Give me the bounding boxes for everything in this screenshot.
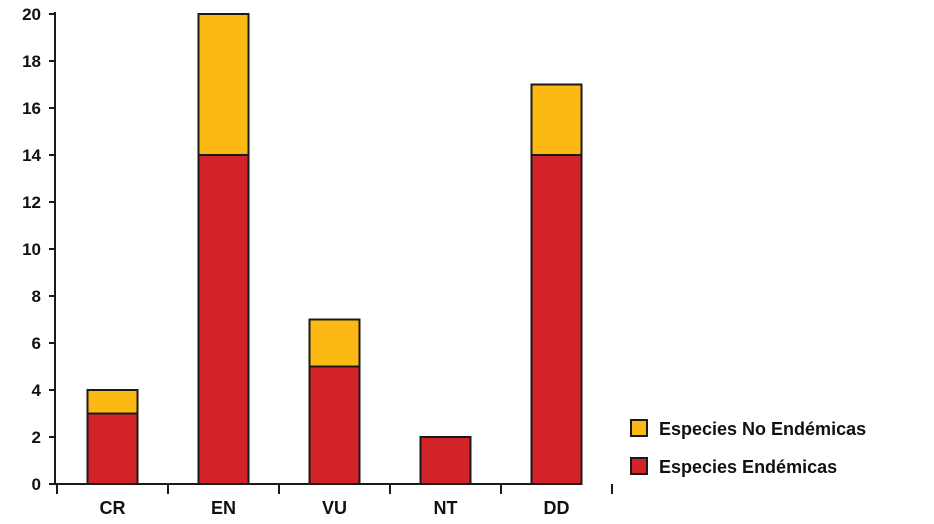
y-tick-label: 0 <box>32 475 41 494</box>
y-tick-label: 18 <box>22 52 41 71</box>
legend: Especies No Endémicas Especies Endémicas <box>630 419 866 477</box>
x-tick-label: NT <box>434 498 458 518</box>
y-tick-label: 20 <box>22 5 41 24</box>
x-tick-label: DD <box>544 498 570 518</box>
x-tick-label: EN <box>211 498 236 518</box>
bar-dd-endemicas <box>530 154 583 485</box>
y-tick-label: 2 <box>32 428 41 447</box>
bar-dd-no-endemicas <box>530 83 583 156</box>
y-tick-label: 4 <box>32 381 42 400</box>
bar-vu-endemicas <box>308 365 361 485</box>
legend-swatch <box>630 457 648 475</box>
bar-en-no-endemicas <box>197 13 250 156</box>
y-tick-label: 8 <box>32 287 41 306</box>
bar-en-endemicas <box>197 154 250 485</box>
legend-swatch <box>630 419 648 437</box>
y-tick-label: 14 <box>22 146 41 165</box>
axes-layer: 0 2 4 6 8 10 12 14 16 18 20 CR EN VU NT DD <box>22 5 613 518</box>
bar-vu-no-endemicas <box>308 318 361 368</box>
legend-label: Especies Endémicas <box>659 457 837 477</box>
bars-layer <box>86 13 583 485</box>
x-tick-label: CR <box>100 498 126 518</box>
bar-cr-no-endemicas <box>86 389 139 415</box>
y-tick-label: 16 <box>22 99 41 118</box>
y-tick-label: 12 <box>22 193 41 212</box>
bar-cr-endemicas <box>86 412 139 485</box>
legend-label: Especies No Endémicas <box>659 419 866 439</box>
y-tick-label: 6 <box>32 334 41 353</box>
x-tick-label: VU <box>322 498 347 518</box>
bar-nt-endemicas <box>419 436 472 485</box>
y-tick-label: 10 <box>22 240 41 259</box>
